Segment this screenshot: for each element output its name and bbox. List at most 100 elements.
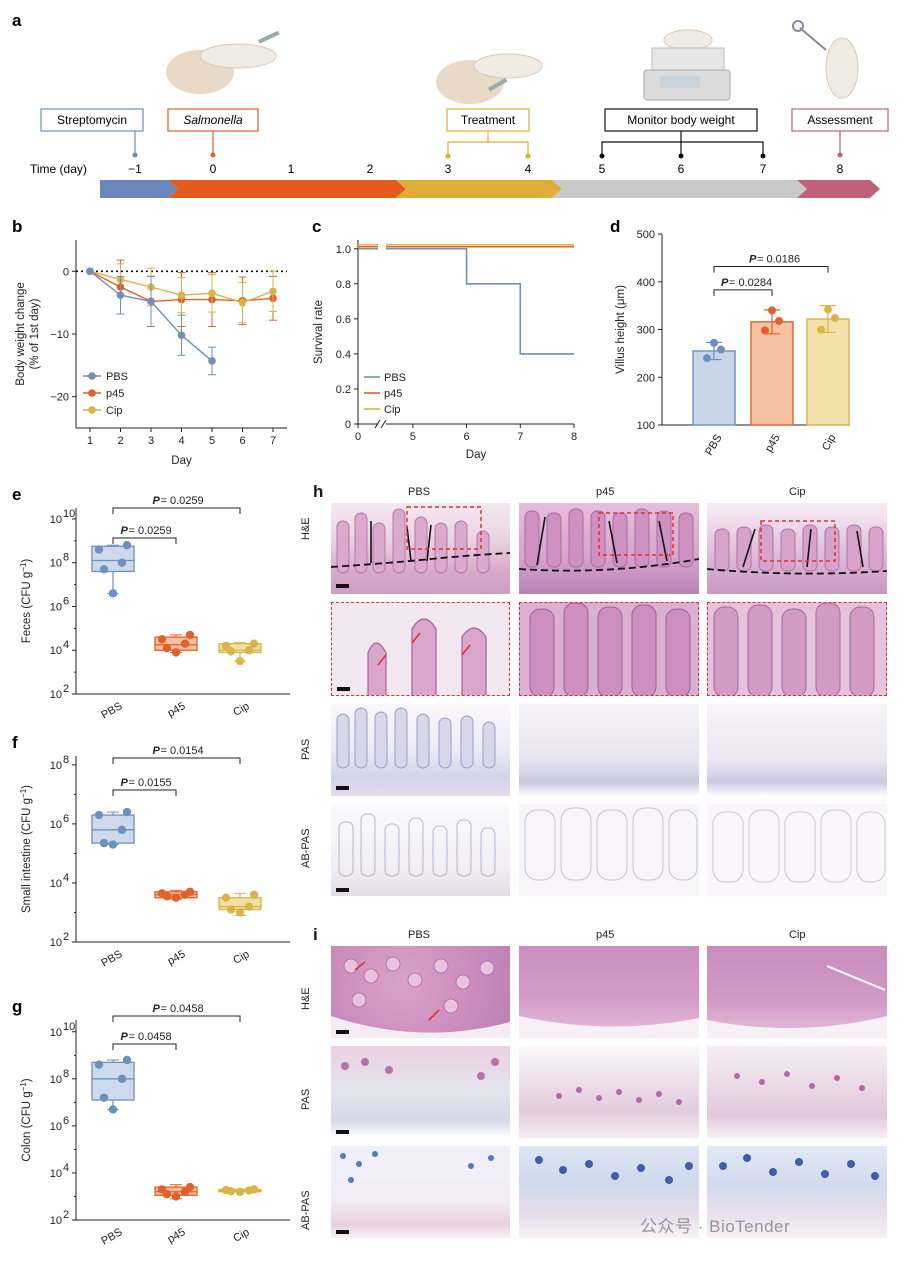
box-p-letter: P: [121, 1031, 129, 1043]
chart-c-survival: c 0 0.2 0.4 0.6 0.8 1.0 0 5 6 7 8 Day Survival rate P…: [312, 217, 577, 461]
panel-label-b: b: [12, 217, 22, 236]
assessment-label: Assessment: [807, 113, 873, 127]
i-row-he: H&E: [300, 987, 312, 1010]
panel-label-d: d: [610, 217, 620, 236]
box-ytick-base: 10: [50, 558, 62, 570]
box-point-PBS: [122, 1055, 132, 1065]
b-xtick-label: 3: [148, 435, 154, 447]
box-ylabel-exp: −1: [19, 788, 28, 798]
i-pas-pbs-image: [331, 1046, 510, 1138]
h-he-pbs-image: [331, 503, 510, 594]
h-abpas-p45-image: [519, 804, 699, 896]
timeline-day-1: 0: [210, 162, 217, 176]
d-bar-Cip: [806, 318, 850, 426]
d-sig-bracket: [713, 289, 773, 296]
d-p-letter: P: [749, 253, 757, 265]
box-p-value: = 0.0458: [161, 1003, 204, 1015]
box-point-p45: [157, 889, 167, 898]
h-pas-p45-image: [519, 704, 699, 796]
box-ylabel-close: ): [21, 559, 33, 563]
d-xtick-label: Cip: [820, 433, 839, 453]
b-ylabel2: (% of 1st day): [29, 298, 41, 369]
box-point-PBS: [108, 1105, 118, 1114]
b-xtick-label: 6: [239, 435, 245, 447]
i-col-p45: p45: [596, 929, 615, 941]
timeline-day-4: 3: [445, 162, 452, 176]
d-sig-bracket: [713, 265, 829, 273]
box-ytick-exp: 8: [63, 1068, 69, 1080]
box-point-PBS: [94, 545, 104, 554]
box-point-p45: [185, 887, 195, 897]
timeline-day-3: 2: [367, 162, 374, 176]
c-axis-break: [374, 419, 381, 429]
c-xtick-label: 8: [571, 431, 577, 443]
box-xtick-label: PBS: [99, 700, 124, 721]
c-ytick-label: 0.6: [336, 314, 351, 326]
d-ytick-label: 400: [637, 277, 655, 289]
box-p-value: = 0.0155: [129, 777, 172, 789]
box-ytick-exp: 10: [63, 1021, 75, 1033]
i-abpas-cip-image: [707, 1146, 887, 1238]
box-ylabel-close: ): [21, 785, 33, 789]
box-point-p45: [157, 1185, 167, 1194]
box-ytick-base: 10: [50, 937, 62, 949]
b-legend-label: p45: [106, 388, 124, 400]
panel-label-h: h: [313, 482, 324, 501]
box-ytick-base: 10: [50, 601, 62, 613]
box-xtick-label: PBS: [99, 948, 124, 969]
scale-with-mouse-illustration: [643, 29, 731, 101]
box-PBS: [91, 814, 135, 844]
d-point-p45: [775, 316, 783, 325]
c-legend-label: p45: [384, 388, 402, 400]
timeline-day-2: 1: [288, 162, 295, 176]
b-xtick-label: 4: [178, 435, 184, 447]
box-ytick-base: 10: [50, 689, 62, 701]
i-row-pas: PAS: [300, 1088, 312, 1110]
box-sig-bracket: [112, 1043, 177, 1050]
d-ylabel: Villus height (μm): [615, 285, 627, 374]
box-ytick-exp: 6: [63, 1115, 69, 1127]
box-ytick-exp: 2: [63, 1209, 69, 1221]
box-sig-bracket: [112, 507, 241, 514]
b-ylabel: Body weight change: [15, 282, 27, 386]
timeline-day-9: 8: [837, 162, 844, 176]
b-xtick-label: 1: [87, 435, 93, 447]
box-ytick-base: 10: [50, 760, 62, 772]
box-xtick-label: PBS: [99, 1226, 124, 1247]
c-axis-break: [380, 419, 387, 429]
h-zoom-p45-image: [519, 602, 699, 696]
i-he-cip-image: [707, 946, 887, 1038]
box-point-Cip: [249, 639, 259, 648]
b-point-Cip: [238, 298, 247, 307]
box-point-PBS: [117, 1074, 127, 1084]
c-xtick-label: 0: [355, 431, 361, 443]
c-xlabel: Day: [466, 449, 487, 461]
box-p-letter: P: [153, 495, 161, 507]
b-point-PBS: [147, 297, 155, 306]
d-point-PBS: [717, 345, 725, 354]
box-ytick-exp: 4: [63, 639, 69, 651]
box-xtick-label: p45: [166, 948, 188, 968]
box-point-PBS: [108, 589, 118, 598]
box-ytick-base: 10: [50, 1027, 62, 1039]
box-ytick-base: 10: [50, 1121, 62, 1133]
h-zoom-cip-image: [707, 602, 887, 696]
panel-label-a: a: [12, 11, 22, 30]
h-row-he: H&E: [300, 517, 312, 540]
panel-label-g: g: [12, 997, 22, 1016]
box-ylabel: Small intestine (CFU g−1): [19, 785, 33, 913]
c-ytick-label: 0.2: [336, 384, 351, 396]
b-xtick-label: 7: [270, 435, 276, 447]
box-ytick-exp: 10: [63, 508, 75, 520]
box-point-Cip: [221, 893, 231, 902]
box-p-value: = 0.0259: [161, 495, 204, 507]
h-col-cip: Cip: [789, 486, 806, 498]
box-point-p45: [185, 630, 195, 640]
b-legend-label: Cip: [106, 405, 123, 417]
d-ytick-label: 300: [637, 325, 655, 337]
box-ylabel-exp: −1: [19, 1082, 28, 1092]
mouse-in-hands-illustration: [436, 53, 543, 104]
d-xtick-label: p45: [763, 433, 783, 455]
box-Cip: [218, 643, 262, 654]
